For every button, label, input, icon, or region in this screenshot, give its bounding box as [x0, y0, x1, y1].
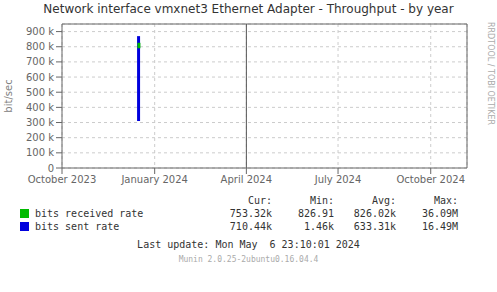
html-text:Avg:: Avg:: [371, 195, 396, 206]
html-text:633.31k: 633.31k: [353, 221, 396, 232]
html-text:36.09M: 36.09M: [421, 208, 458, 219]
svg-text:100 k: 100 k: [26, 147, 54, 158]
html-text:826.91: 826.91: [297, 208, 334, 219]
svg-text:bit/sec: bit/sec: [8, 79, 14, 112]
svg-text:900 k: 900 k: [26, 26, 54, 37]
html-text:Min:: Min:: [309, 195, 334, 206]
html-text:16.49M: 16.49M: [421, 221, 458, 232]
svg-text:500 k: 500 k: [26, 87, 54, 98]
html-text:1.46k: 1.46k: [303, 221, 334, 232]
svg-text:0: 0: [48, 163, 54, 174]
html-text:bits sent rate: bits sent rate: [35, 221, 120, 232]
html-text:Munin 2.0.25-2ubuntu0.16.04.4: Munin 2.0.25-2ubuntu0.16.04.4: [178, 255, 319, 264]
html-text:Max:: Max:: [433, 195, 458, 206]
svg-text:300 k: 300 k: [26, 117, 54, 128]
svg-text:October 2023: October 2023: [28, 174, 97, 185]
html-text:753.32k: 753.32k: [229, 208, 272, 219]
html-text:826.02k: 826.02k: [353, 208, 396, 219]
svg-text:April 2024: April 2024: [221, 174, 272, 185]
svg-text:600 k: 600 k: [26, 72, 54, 83]
html-text:Last update: Mon May 6 23:10:0: Last update: Mon May 6 23:10:01 2024: [137, 239, 360, 250]
html-text:RRDTOOL / TOBI OETIKER: RRDTOOL / TOBI OETIKER: [486, 22, 495, 125]
svg-text:January 2024: January 2024: [120, 174, 188, 185]
html-text:Network interface vmxnet3 Ethe: Network interface vmxnet3 Ethernet Adapt…: [43, 2, 454, 16]
svg-text:July 2024: July 2024: [314, 174, 362, 185]
svg-text:700 k: 700 k: [26, 56, 54, 67]
html-text:Cur:: Cur:: [247, 195, 272, 206]
svg-text:400 k: 400 k: [26, 102, 54, 113]
svg-text:October 2024: October 2024: [396, 174, 465, 185]
svg-text:800 k: 800 k: [26, 41, 54, 52]
html-text:bits received rate: bits received rate: [35, 208, 144, 219]
html-text:710.44k: 710.44k: [229, 221, 272, 232]
svg-text:200 k: 200 k: [26, 132, 54, 143]
